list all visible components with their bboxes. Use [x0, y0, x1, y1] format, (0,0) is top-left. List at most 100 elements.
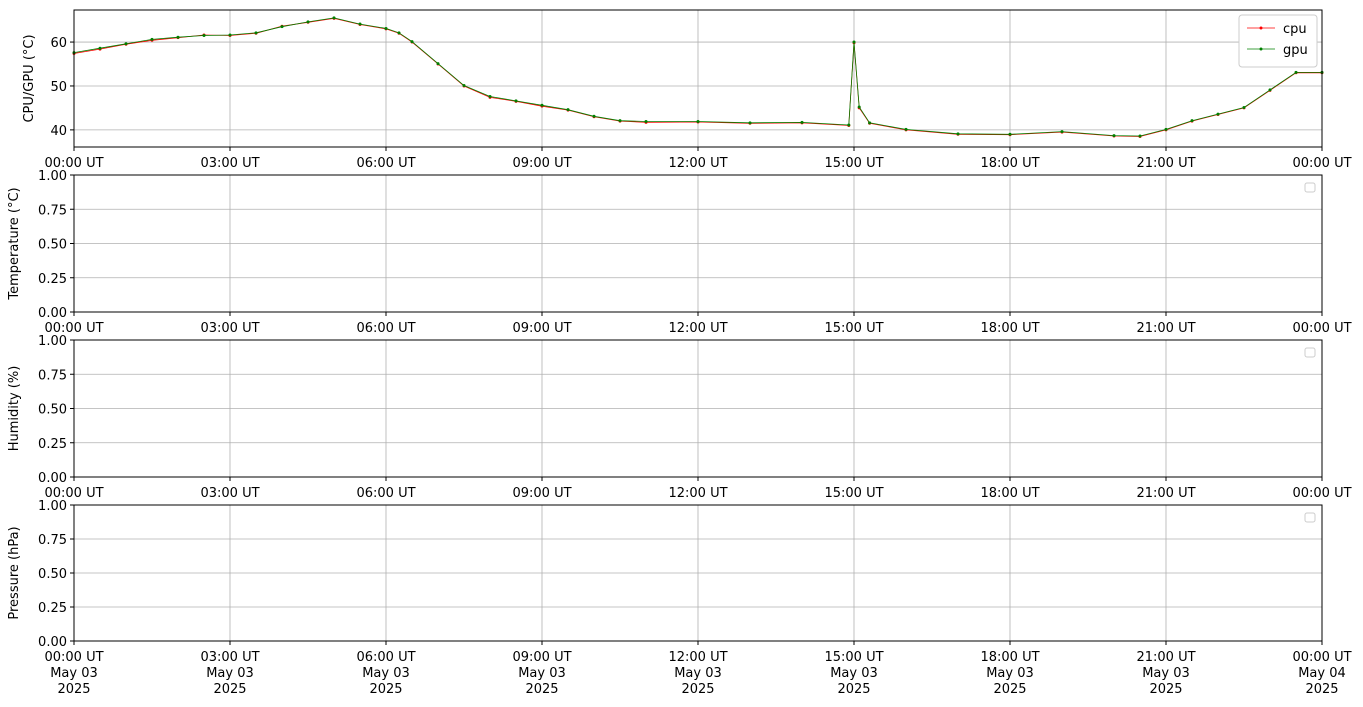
point — [1164, 127, 1168, 131]
x-tick-label: 15:00 UT — [824, 321, 883, 336]
y-tick-label: 0.25 — [38, 272, 67, 287]
x-tick-label: 09:00 UT — [512, 321, 571, 336]
x-tick-label: 12:00 UT — [668, 321, 727, 336]
x-tick-label: 15:00 UT May 03 2025 — [824, 650, 883, 697]
plot-frame — [73, 174, 1323, 313]
point — [1216, 112, 1220, 116]
x-tick-label: 21:00 UT — [1136, 486, 1195, 501]
legend-label: gpu — [1283, 43, 1308, 58]
x-tick-label: 21:00 UT — [1136, 156, 1195, 171]
y-tick-label: 0.75 — [38, 368, 67, 383]
x-tick-label: 06:00 UT — [356, 486, 415, 501]
y-tick-label: 1.00 — [38, 169, 67, 184]
x-tick-label: 03:00 UT May 03 2025 — [200, 650, 259, 697]
legend-marker — [1259, 26, 1263, 30]
x-tick-label: 09:00 UT — [512, 156, 571, 171]
legend-label: cpu — [1283, 22, 1307, 37]
plot-frame — [73, 339, 1323, 478]
x-tick-label: 00:00 UT — [44, 486, 103, 501]
x-tick-label: 03:00 UT — [200, 321, 259, 336]
point — [852, 40, 856, 44]
point — [98, 46, 102, 50]
y-tick-label: 0.00 — [38, 471, 67, 486]
x-tick-label: 21:00 UT May 03 2025 — [1136, 650, 1195, 697]
legend-box — [1304, 182, 1316, 193]
point — [306, 20, 310, 24]
point — [857, 105, 861, 109]
x-tick-label: 00:00 UT May 04 2025 — [1292, 650, 1351, 697]
x-tick-label: 12:00 UT May 03 2025 — [668, 650, 727, 697]
point — [514, 99, 518, 103]
x-tick-label: 15:00 UT — [824, 156, 883, 171]
y-tick-label: 0.25 — [38, 601, 67, 616]
point — [1190, 119, 1194, 123]
x-tick-label: 06:00 UT May 03 2025 — [356, 650, 415, 697]
point — [254, 31, 258, 35]
point — [592, 114, 596, 118]
point — [384, 26, 388, 30]
point — [124, 42, 128, 46]
point — [748, 121, 752, 125]
y-tick-label: 0.75 — [38, 533, 67, 548]
legend-box — [1304, 512, 1316, 523]
x-tick-label: 18:00 UT May 03 2025 — [980, 650, 1039, 697]
point — [1294, 70, 1298, 74]
point — [1008, 132, 1012, 136]
y-tick-label: 0.75 — [38, 203, 67, 218]
point — [540, 103, 544, 107]
point — [1138, 134, 1142, 138]
x-tick-label: 09:00 UT — [512, 486, 571, 501]
x-tick-label: 06:00 UT — [356, 321, 415, 336]
point — [280, 25, 284, 29]
legend-marker — [1259, 47, 1263, 51]
point — [1242, 105, 1246, 109]
x-tick-label: 00:00 UT May 03 2025 — [44, 650, 103, 697]
point — [904, 127, 908, 131]
x-tick-label: 00:00 UT — [1292, 321, 1351, 336]
y-axis-label: Humidity (%) — [7, 366, 22, 452]
x-tick-label: 06:00 UT — [356, 156, 415, 171]
y-axis-label: CPU/GPU (°C) — [22, 34, 37, 122]
point — [410, 40, 414, 44]
y-tick-label: 0.50 — [38, 403, 67, 418]
y-tick-label: 1.00 — [38, 499, 67, 514]
y-tick-label: 0.50 — [38, 567, 67, 582]
point — [868, 121, 872, 125]
point — [1060, 130, 1064, 134]
plot-frame — [73, 9, 1323, 148]
y-axis-label: Temperature (°C) — [7, 187, 22, 300]
point — [202, 33, 206, 37]
point — [436, 62, 440, 66]
point — [1268, 88, 1272, 92]
x-tick-label: 00:00 UT — [1292, 156, 1351, 171]
point — [150, 37, 154, 41]
point — [397, 31, 401, 35]
point — [462, 84, 466, 88]
x-tick-label: 15:00 UT — [824, 486, 883, 501]
y-tick-label: 40 — [50, 124, 67, 139]
x-tick-label: 12:00 UT — [668, 156, 727, 171]
point — [847, 123, 851, 127]
point — [696, 120, 700, 124]
y-tick-label: 0.00 — [38, 635, 67, 650]
point — [228, 33, 232, 37]
x-tick-label: 00:00 UT — [44, 321, 103, 336]
point — [618, 119, 622, 123]
point — [800, 120, 804, 124]
x-tick-label: 21:00 UT — [1136, 321, 1195, 336]
x-tick-label: 03:00 UT — [200, 486, 259, 501]
plot-frame — [73, 504, 1323, 642]
point — [358, 22, 362, 26]
point — [176, 35, 180, 39]
x-tick-label: 18:00 UT — [980, 321, 1039, 336]
x-tick-label: 12:00 UT — [668, 486, 727, 501]
y-tick-label: 0.25 — [38, 437, 67, 452]
legend-box — [1304, 347, 1316, 358]
x-tick-label: 18:00 UT — [980, 156, 1039, 171]
point — [566, 108, 570, 112]
y-tick-label: 50 — [50, 80, 67, 95]
x-tick-label: 03:00 UT — [200, 156, 259, 171]
x-tick-label: 00:00 UT — [44, 156, 103, 171]
point — [1112, 134, 1116, 138]
